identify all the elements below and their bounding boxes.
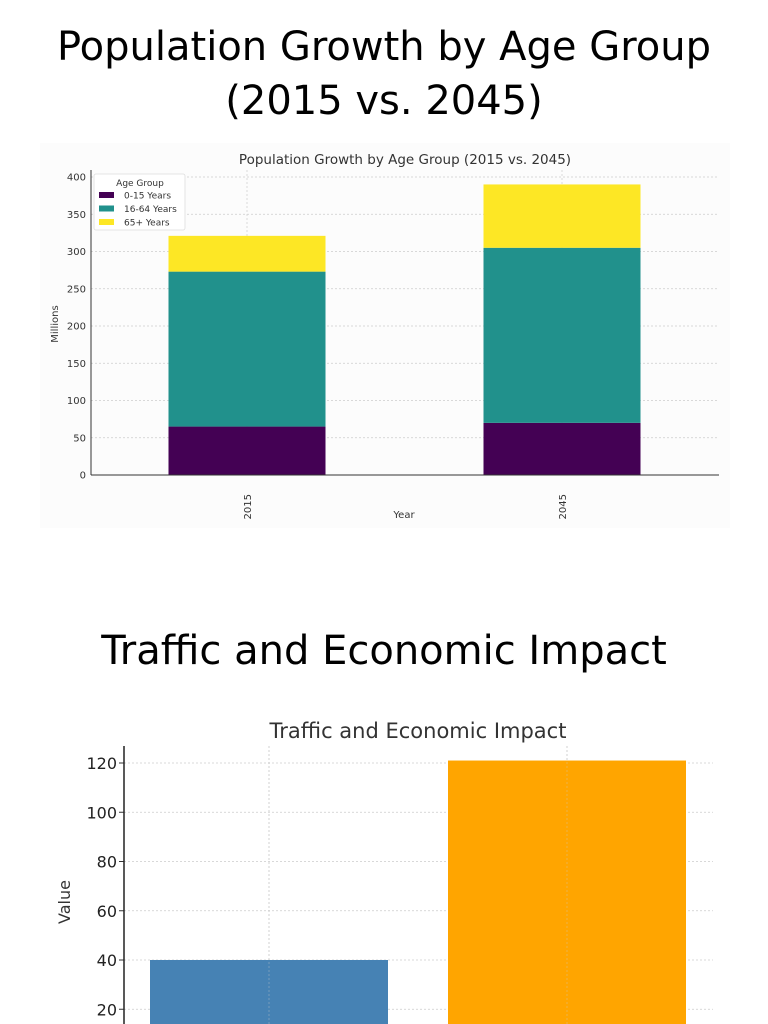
legend-swatch bbox=[99, 219, 114, 225]
slide-title-2: Traffic and Economic Impact bbox=[101, 628, 667, 674]
chart-title: Population Growth by Age Group (2015 vs.… bbox=[239, 152, 571, 168]
y-axis-label: Value bbox=[55, 880, 74, 924]
legend-title: Age Group bbox=[116, 179, 164, 189]
y-tick-label: 200 bbox=[67, 322, 86, 333]
x-tick-label: 2045 bbox=[558, 494, 569, 519]
y-axis-label: Millions bbox=[50, 305, 61, 342]
y-tick-label: 60 bbox=[97, 902, 117, 921]
y-tick-label: 350 bbox=[67, 210, 86, 221]
legend-label: 0-15 Years bbox=[124, 192, 171, 202]
bar-segment-2015-2 bbox=[168, 235, 326, 272]
legend-label: 16-64 Years bbox=[124, 205, 177, 215]
y-tick-label: 400 bbox=[67, 173, 86, 184]
y-tick-label: 250 bbox=[67, 284, 86, 295]
y-tick-label: 80 bbox=[97, 853, 117, 872]
x-tick-label: 2015 bbox=[243, 494, 254, 519]
slide-title-line2: (2015 vs. 2045) bbox=[225, 78, 543, 124]
legend-swatch bbox=[99, 192, 114, 198]
slide-title-line1: Population Growth by Age Group bbox=[56, 24, 711, 70]
y-tick-label: 300 bbox=[67, 247, 86, 258]
bar-segment-2045-2 bbox=[483, 184, 641, 248]
y-tick-label: 50 bbox=[73, 433, 86, 444]
bar-1 bbox=[448, 760, 686, 1024]
slide-title-1: Population Growth by Age Group (2015 vs.… bbox=[0, 20, 768, 128]
legend-swatch bbox=[99, 205, 114, 212]
bar-segment-2045-0 bbox=[483, 422, 641, 475]
bar-segment-2045-1 bbox=[483, 247, 641, 423]
y-tick-label: 0 bbox=[80, 471, 86, 482]
chart-title: Traffic and Economic Impact bbox=[269, 719, 567, 743]
bar-segment-2015-0 bbox=[168, 426, 326, 475]
legend-label: 65+ Years bbox=[124, 219, 170, 229]
y-tick-label: 100 bbox=[67, 396, 86, 407]
x-axis-label: Year bbox=[392, 510, 415, 521]
y-tick-label: 100 bbox=[86, 803, 117, 822]
bar-segment-2015-1 bbox=[168, 271, 326, 427]
y-tick-label: 150 bbox=[67, 359, 86, 370]
y-tick-label: 120 bbox=[86, 754, 117, 773]
legend-box bbox=[93, 173, 186, 231]
y-tick-label: 40 bbox=[97, 951, 117, 970]
y-tick-label: 20 bbox=[97, 1000, 117, 1019]
